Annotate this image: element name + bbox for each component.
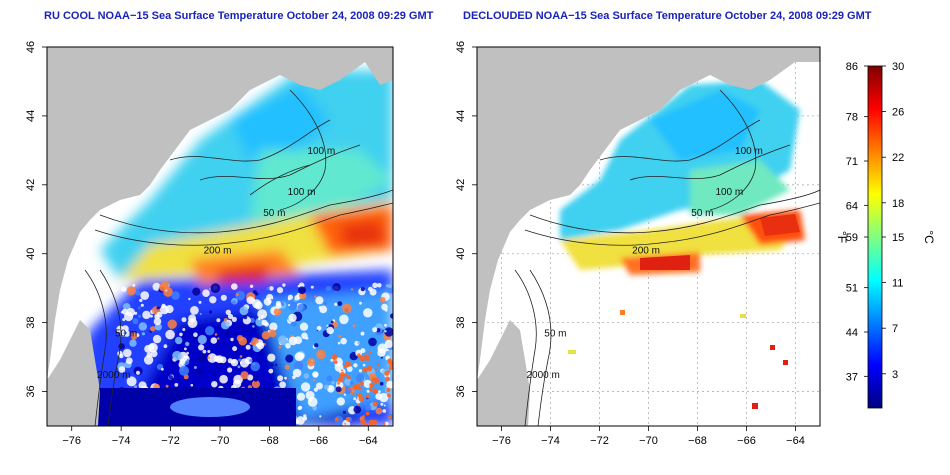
lon-tick-label: −66 (310, 435, 329, 447)
contour-label: 50 m (263, 208, 285, 219)
fahrenheit-tick-label: 59 (846, 232, 858, 244)
celsius-tick-label: 26 (892, 107, 904, 119)
contour-label: 100 m (288, 187, 316, 198)
fahrenheit-unit-label: °F (835, 231, 849, 243)
sst-speck (620, 310, 625, 315)
lon-tick-label: −68 (260, 435, 279, 447)
lat-tick-label: 44 (25, 110, 37, 122)
fahrenheit-tick-label: 78 (846, 112, 858, 124)
fahrenheit-tick-label: 51 (846, 283, 858, 295)
lat-tick-label: 42 (25, 179, 37, 191)
warm-eddy-patch (760, 214, 800, 236)
contour-label: 100 m (307, 146, 335, 157)
right-depth-contours (514, 89, 820, 426)
colorbar-gradient (867, 65, 883, 409)
lon-tick-label: −76 (62, 435, 81, 447)
sst-speck (740, 314, 746, 318)
fahrenheit-tick-label: 44 (846, 327, 858, 339)
contour-label: 100 m (735, 146, 763, 157)
contour-label: 2000 m (97, 370, 130, 381)
lat-tick-label: 40 (25, 248, 37, 260)
right-land-south (477, 320, 530, 426)
lat-tick-label: 46 (455, 41, 467, 53)
sst-speck (568, 350, 576, 354)
lon-tick-label: −66 (737, 435, 756, 447)
right-map-title: DECLOUDED NOAA−15 Sea Surface Temperatur… (463, 10, 872, 22)
lat-tick-label: 38 (25, 317, 37, 329)
contour-label: 50 m (115, 328, 137, 339)
contour-label: 100 m (715, 187, 743, 198)
right-map-axes: −76 −74 −72 −70 −68 −66 −64 36 38 40 42 44 46 (455, 41, 805, 447)
sst-speck (752, 403, 758, 409)
lat-tick-label: 36 (25, 385, 37, 397)
celsius-tick-label: 15 (892, 232, 904, 244)
sst-cloud-patch (170, 397, 250, 417)
lon-tick-label: −64 (786, 435, 805, 447)
fahrenheit-tick-label: 37 (846, 371, 858, 383)
contour-label: 200 m (204, 246, 232, 257)
celsius-tick-label: 11 (892, 278, 903, 290)
lon-tick-label: −72 (161, 435, 180, 447)
warm-core-patch (640, 255, 690, 270)
sst-speck (770, 345, 775, 350)
lat-tick-label: 44 (455, 110, 467, 122)
fahrenheit-tick-label: 71 (846, 156, 858, 168)
fahrenheit-tick-label: 86 (846, 61, 858, 73)
left-map-axes: −76 −74 −72 −70 −68 −66 −64 36 38 40 42 44 46 (25, 41, 378, 447)
sst-speck (783, 360, 788, 365)
lon-tick-label: −68 (688, 435, 707, 447)
lon-tick-label: −70 (639, 435, 658, 447)
contour-label: 2000 m (526, 370, 559, 381)
lat-tick-label: 46 (25, 41, 37, 53)
left-land-nova-scotia (365, 55, 393, 85)
celsius-tick-label: 30 (892, 61, 904, 73)
left-sst-field (47, 70, 393, 426)
cloud-speckle-texture (116, 281, 393, 426)
left-map-title: RU COOL NOAA−15 Sea Surface Temperature … (44, 10, 434, 22)
lat-tick-label: 42 (455, 179, 467, 191)
fahrenheit-tick-label: 64 (846, 200, 858, 212)
celsius-tick-label: 22 (892, 152, 904, 164)
contour-label: 50 m (691, 208, 713, 219)
lon-tick-label: −72 (590, 435, 609, 447)
right-land-mass (477, 47, 820, 380)
celsius-unit-label: °C (922, 230, 936, 244)
left-land-mass (47, 47, 393, 380)
celsius-tick-label: 18 (892, 198, 904, 210)
left-depth-contours (84, 89, 393, 426)
contour-label: 50 m (544, 328, 566, 339)
celsius-tick-label: 3 (892, 369, 898, 381)
celsius-tick-label: 7 (892, 323, 898, 335)
lon-tick-label: −64 (359, 435, 378, 447)
left-land-south (47, 320, 100, 426)
lon-tick-label: −74 (112, 435, 131, 447)
lon-tick-label: −74 (541, 435, 560, 447)
right-sst-field (479, 80, 805, 409)
lat-tick-label: 38 (455, 317, 467, 329)
lat-tick-label: 40 (455, 248, 467, 260)
temperature-colorbar: 30 26 22 18 15 11 7 3 86 78 71 64 59 51 44 37 °F °C (835, 61, 936, 409)
contour-label: 200 m (632, 246, 660, 257)
lon-tick-label: −70 (211, 435, 230, 447)
lon-tick-label: −76 (492, 435, 511, 447)
lat-tick-label: 36 (455, 385, 467, 397)
